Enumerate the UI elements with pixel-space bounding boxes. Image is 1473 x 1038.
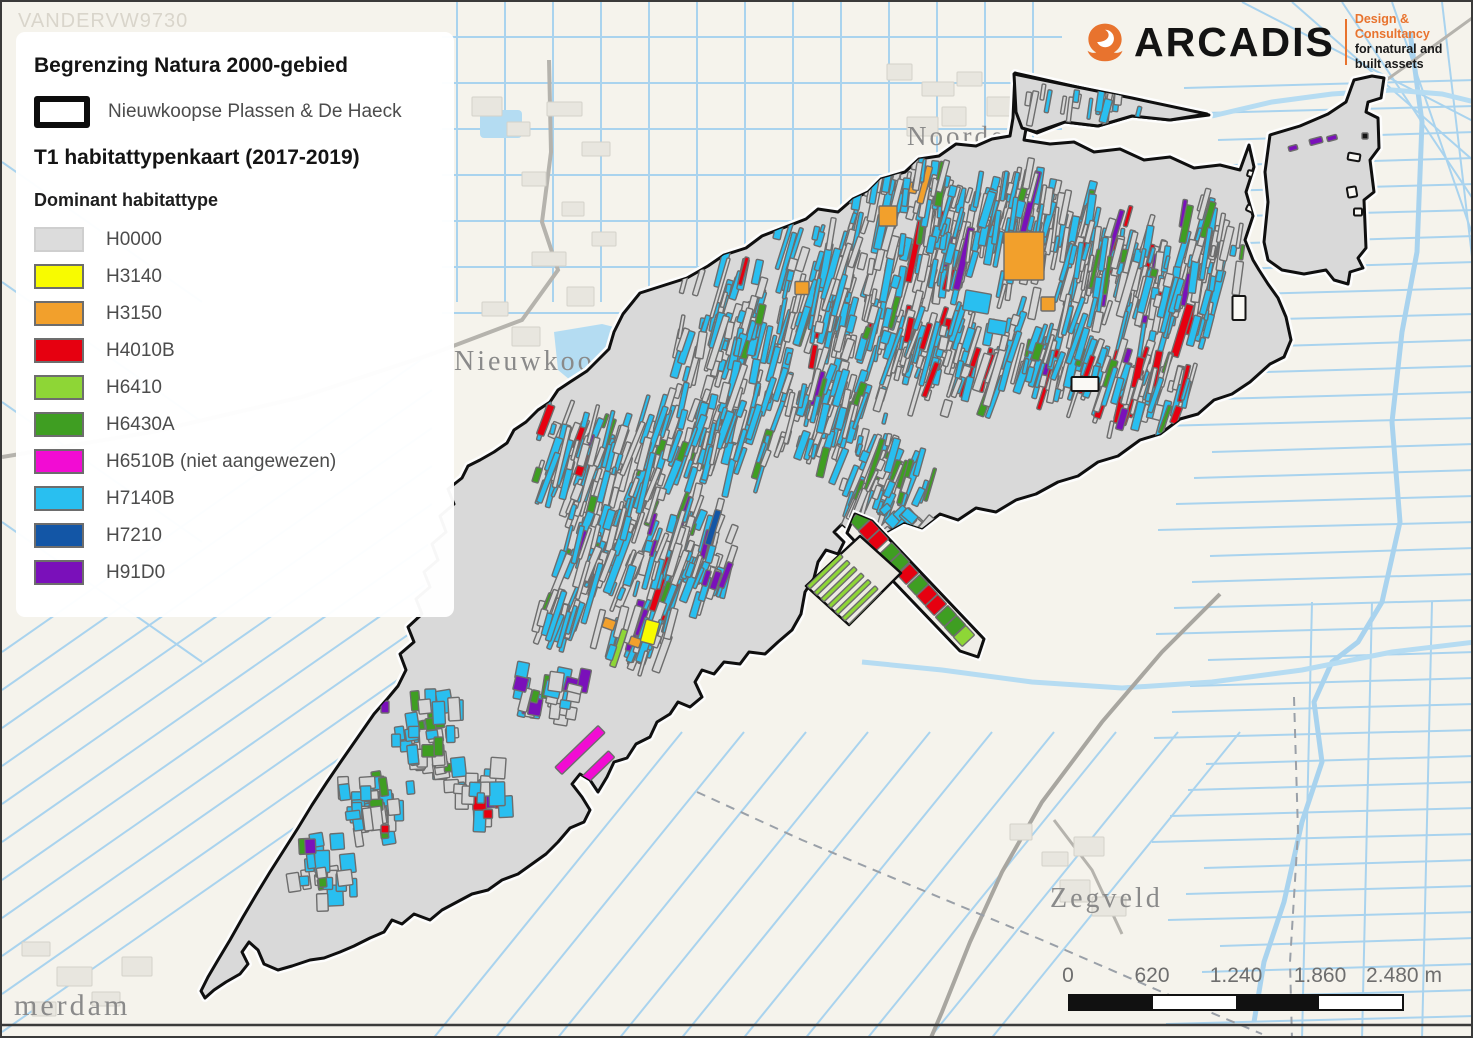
logo-divider xyxy=(1344,19,1347,65)
scale-segment xyxy=(1153,996,1236,1009)
legend-item: H91D0 xyxy=(34,554,434,591)
habitat-patches xyxy=(285,74,1369,912)
legend-items: H0000 H3140 H3150 H4010B H6410 H6430A H6510B (… xyxy=(34,221,434,591)
legend-swatch xyxy=(34,560,84,585)
legend-item-label: H3150 xyxy=(106,302,162,324)
legend-swatch xyxy=(34,227,84,252)
legend-item-label: H91D0 xyxy=(106,561,166,583)
scale-segment xyxy=(1236,996,1319,1009)
legend-title: Begrenzing Natura 2000-gebied xyxy=(34,54,348,77)
scale-segment xyxy=(1319,996,1402,1009)
legend-item: H6510B (niet aangewezen) xyxy=(34,443,434,480)
legend-item: H3140 xyxy=(34,258,434,295)
legend-panel: Begrenzing Natura 2000-gebied Nieuwkoops… xyxy=(16,32,454,617)
scale-bar-segments xyxy=(1068,994,1404,1011)
scale-label: 1.240 xyxy=(1209,964,1263,987)
place-label: merdam xyxy=(14,989,130,1022)
logo-tagline-accent: Design & Consultancy xyxy=(1354,12,1430,41)
legend-item-label: H7140B xyxy=(106,487,175,509)
boundary-dashed-line xyxy=(696,791,1263,1035)
scale-bar-labels: 0 620 1.240 1.860 2.480 m xyxy=(1062,964,1442,990)
legend-item: H6430A xyxy=(34,406,434,443)
legend-item-label: H3140 xyxy=(106,265,162,287)
legend-subtitle: T1 habitattypenkaart (2017-2019) xyxy=(34,146,360,169)
legend-swatch xyxy=(34,338,84,363)
main-channel xyxy=(1251,31,1425,1023)
legend-item-label: H6510B (niet aangewezen) xyxy=(106,450,337,472)
legend-swatch xyxy=(34,486,84,511)
legend-item: H7210 xyxy=(34,517,434,554)
natura2000-reserve xyxy=(197,69,1388,1002)
legend-item: H4010B xyxy=(34,332,434,369)
scale-bar: 0 620 1.240 1.860 2.480 m xyxy=(1062,964,1442,1011)
legend-swatch xyxy=(34,264,84,289)
logo-tagline-line1: for natural and xyxy=(1354,42,1443,56)
scale-segment xyxy=(1070,996,1153,1009)
boundary-label: Nieuwkoopse Plassen & De Haeck xyxy=(108,101,402,122)
watermark: VANDERVW9730 xyxy=(18,10,189,32)
legend-item-label: H6430A xyxy=(106,413,175,435)
legend-item: H6410 xyxy=(34,369,434,406)
scale-label: 620 xyxy=(1134,964,1170,987)
boundary-swatch xyxy=(34,96,90,128)
legend-swatch xyxy=(34,449,84,474)
place-label: Zegveld xyxy=(1050,883,1163,914)
legend-item: H0000 xyxy=(34,221,434,258)
scale-label: 0 xyxy=(1062,964,1074,987)
arcadis-logo-icon xyxy=(1087,23,1123,62)
legend-swatch xyxy=(34,412,84,437)
built-up-areas xyxy=(21,63,1127,1017)
legend-item: H3150 xyxy=(34,295,434,332)
scale-label: 2.480 m xyxy=(1366,964,1442,987)
legend-item-label: H0000 xyxy=(106,228,162,250)
arcadis-wordmark: ARCADIS xyxy=(1134,18,1335,65)
legend-item: H7140B xyxy=(34,480,434,517)
legend-item-label: H7210 xyxy=(106,524,162,546)
legend-boundary-row: Nieuwkoopse Plassen & De Haeck xyxy=(34,96,434,128)
legend-swatch xyxy=(34,301,84,326)
legend-section-label: Dominant habitattype xyxy=(34,190,219,210)
legend-item-label: H6410 xyxy=(106,376,162,398)
logo-tagline: Design & Consultancy for natural and bui… xyxy=(1355,12,1471,72)
scale-label: 1.860 xyxy=(1293,964,1347,987)
legend-item-label: H4010B xyxy=(106,339,175,361)
legend-swatch xyxy=(34,523,84,548)
legend-swatch xyxy=(34,375,84,400)
arcadis-logo: ARCADIS Design & Consultancy for natural… xyxy=(1084,12,1471,72)
logo-tagline-line2: built assets xyxy=(1354,57,1424,71)
south-channel xyxy=(861,639,1471,691)
